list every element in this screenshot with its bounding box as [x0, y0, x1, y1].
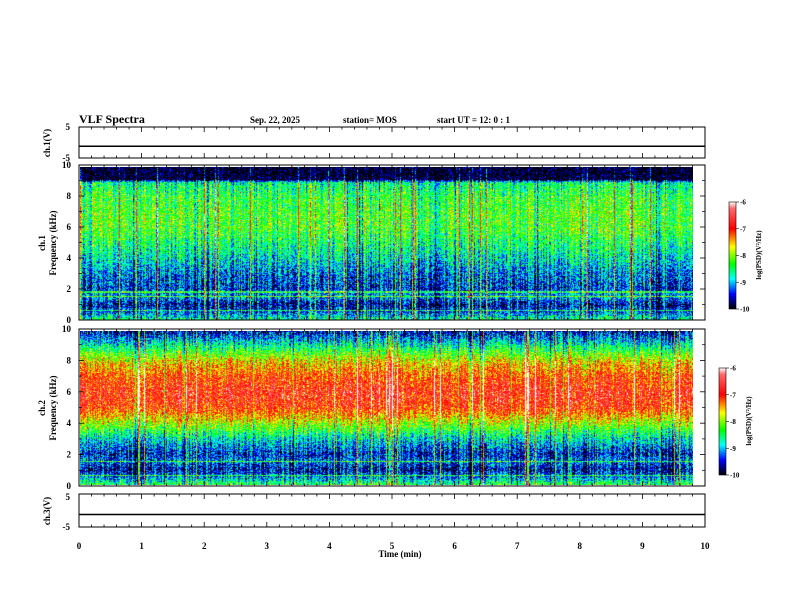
y-tick-label: 10	[62, 160, 72, 170]
colorbar-tick-label: -8	[740, 252, 746, 260]
x-tick-label: 9	[640, 541, 645, 551]
y-tick-label: 8	[67, 191, 72, 201]
x-tick-label: 8	[578, 541, 583, 551]
colorbar-tick-label: -10	[740, 306, 750, 314]
ch2-colorbar-label: log(PSD)(V²/Hz)	[745, 396, 753, 446]
y-tick-label: 0	[67, 481, 72, 491]
y-tick-label: 0	[67, 315, 72, 325]
ch2-spectrogram-yticks: 0 2 4 6 8 10	[62, 324, 705, 491]
colorbar-tick-label: -9	[730, 445, 736, 453]
ch1-colorbar-ticks: -6 -7 -8 -9 -10	[736, 199, 750, 314]
colorbar-tick-label: -8	[730, 418, 736, 426]
x-tick-label: 5	[390, 541, 395, 551]
x-tick-label: 2	[202, 541, 207, 551]
y-tick-label: 10	[62, 324, 72, 334]
time-axis-ticks: 0 1 2 3 4 5 6 7 8 9 10	[77, 541, 710, 551]
date-label: Sep. 22, 2025	[250, 115, 301, 125]
ch2-colorbar-ticks: -6 -7 -8 -9 -10	[726, 365, 740, 480]
ch2-spectrogram-panel: 0 2 4 6 8 10 ch.2 Frequency (kHz)	[37, 324, 706, 491]
time-axis-label: Time (min)	[378, 549, 421, 559]
ch1-colorbar-scale	[728, 201, 737, 310]
ch1-waveform-ylabel: ch.1(V)	[42, 129, 52, 157]
y-tick-label: 4	[67, 253, 72, 263]
colorbar-tick-label: -7	[740, 225, 746, 233]
ch1-colorbar: -6 -7 -8 -9 -10 log(PSD)(V²/Hz)	[728, 199, 763, 314]
ch2-frequency-ylabel: Frequency (kHz)	[48, 375, 58, 440]
start-time-label: start UT = 12: 0 : 1	[437, 115, 510, 125]
y-tick-label: 4	[67, 418, 72, 428]
ch2-channel-label: ch.2	[37, 400, 47, 416]
ch1-spectrogram-panel: 0 2 4 6 8 10 ch.1 Frequency (kHz)	[37, 160, 706, 325]
colorbar-tick-label: -9	[740, 279, 746, 287]
ch3-waveform-ylabel: ch.3(V)	[42, 497, 52, 525]
ch1-spectrogram-image	[80, 167, 693, 320]
ch1-ytick-bottom: -5	[63, 153, 71, 163]
colorbar-tick-label: -7	[730, 391, 736, 399]
ch1-channel-label: ch.1	[37, 235, 47, 251]
station-label: station= MOS	[343, 115, 397, 125]
ch1-frequency-ylabel: Frequency (kHz)	[48, 210, 58, 275]
x-tick-label: 3	[265, 541, 270, 551]
y-tick-label: 2	[67, 284, 72, 294]
ch2-spectrogram-image	[80, 331, 693, 485]
ch1-spectrogram-yticks: 0 2 4 6 8 10	[62, 160, 705, 325]
x-tick-label: 7	[515, 541, 520, 551]
y-tick-label: 6	[67, 387, 72, 397]
x-tick-label: 10	[701, 541, 711, 551]
y-tick-label: 6	[67, 222, 72, 232]
ch3-ytick-top: 5	[66, 492, 71, 502]
x-tick-label: 1	[139, 541, 144, 551]
colorbar-tick-label: -10	[730, 472, 740, 480]
y-tick-label: 8	[67, 355, 72, 365]
x-tick-label: 4	[327, 541, 332, 551]
colorbar-tick-label: -6	[730, 365, 736, 373]
ch3-ytick-bottom: -5	[63, 522, 71, 532]
y-tick-label: 2	[67, 450, 72, 460]
ch1-colorbar-label: log(PSD)(V²/Hz)	[755, 230, 763, 280]
ch3-waveform-panel: 5 -5 ch.3(V)	[42, 492, 706, 532]
ch2-colorbar-scale	[718, 367, 727, 476]
ch2-colorbar: -6 -7 -8 -9 -10 log(PSD)(V²/Hz)	[718, 365, 753, 480]
ch1-waveform-panel: 5 -5 ch.1(V)	[42, 122, 706, 163]
figure-title: VLF Spectra	[79, 112, 145, 126]
ch1-ytick-top: 5	[66, 122, 71, 132]
x-tick-label: 6	[452, 541, 457, 551]
colorbar-tick-label: -6	[740, 199, 746, 207]
x-tick-label: 0	[77, 541, 82, 551]
